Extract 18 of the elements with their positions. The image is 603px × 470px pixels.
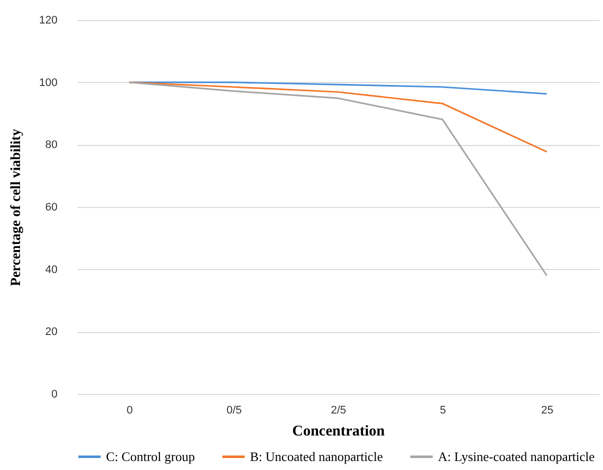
line-series: [128, 82, 548, 276]
x-axis-title: Concentration: [292, 424, 386, 440]
y-tick-label: 0: [51, 388, 58, 400]
legend-label: C: Control group: [106, 448, 195, 464]
y-tick-label: 20: [45, 326, 58, 338]
x-tick-label: 0/5: [226, 404, 242, 416]
y-tick-label: 80: [45, 139, 58, 152]
y-tick-label: 100: [39, 76, 58, 89]
y-tick-label: 120: [39, 14, 58, 26]
x-tick-label: 5: [440, 404, 446, 416]
legend-label: B: Uncoated nanoparticle: [250, 448, 384, 464]
x-tick-label: 25: [541, 404, 554, 416]
legend-label: A: Lysine-coated nanoparticle: [438, 448, 595, 464]
x-tick-label: 2/5: [330, 404, 346, 416]
y-axis-title: Percentage of cell viability: [9, 128, 24, 286]
y-tick-label: 60: [45, 202, 58, 214]
y-tick-label: 40: [45, 264, 58, 276]
x-tick-label: 0: [126, 404, 133, 416]
